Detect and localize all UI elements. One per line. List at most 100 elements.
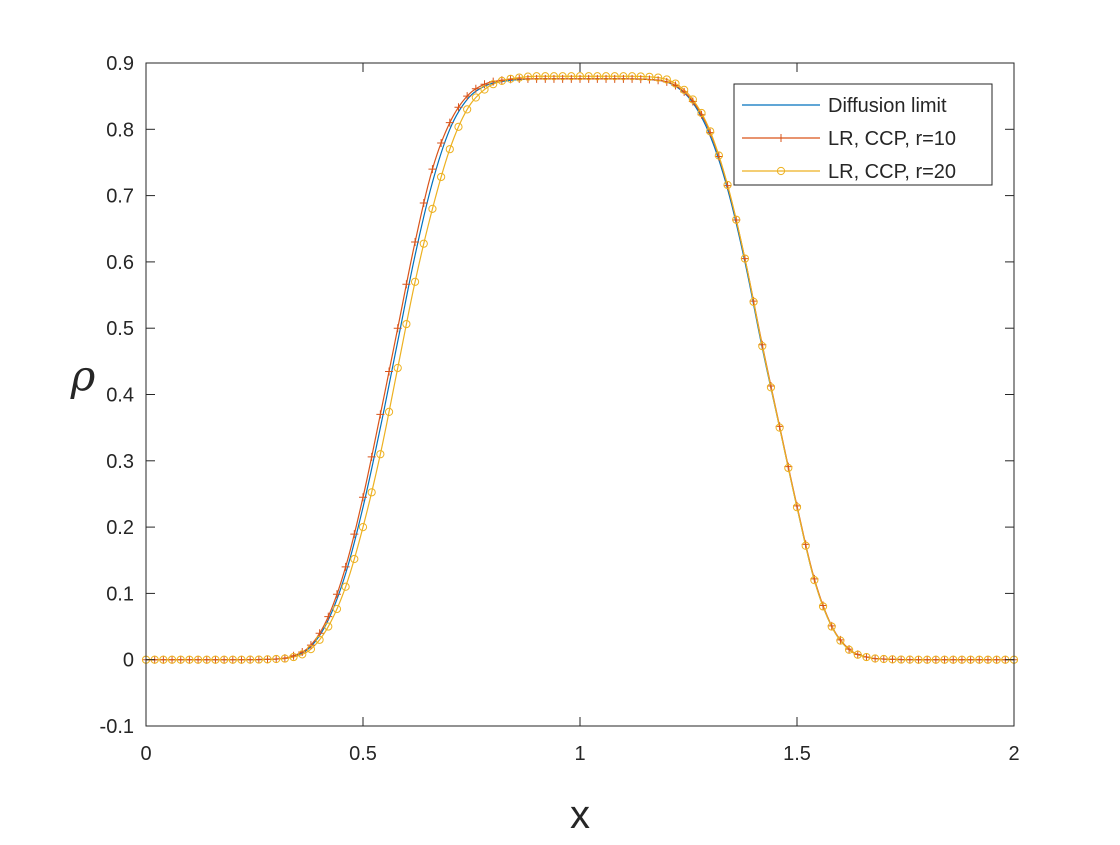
series-markers — [141, 72, 1019, 664]
series-markers-2 — [141, 72, 1019, 664]
data-point — [332, 604, 342, 614]
data-point — [185, 655, 194, 664]
data-point — [706, 127, 715, 136]
x-tick-label: 0.5 — [349, 743, 377, 765]
data-point — [220, 655, 229, 664]
data-point — [341, 582, 350, 591]
data-point — [367, 452, 376, 461]
legend-item: Diffusion limit — [742, 95, 947, 117]
data-point — [202, 655, 211, 664]
y-tick-label: 0.5 — [106, 318, 134, 340]
data-point — [975, 655, 984, 664]
data-point — [194, 655, 203, 664]
data-point — [280, 654, 289, 663]
data-point — [931, 655, 940, 664]
data-point — [350, 554, 359, 564]
y-tick-label: 0 — [123, 650, 134, 672]
data-point — [228, 655, 237, 664]
data-point — [159, 655, 168, 664]
data-point — [246, 655, 255, 664]
data-point — [410, 277, 420, 286]
data-point — [810, 576, 819, 585]
data-point — [714, 151, 723, 160]
data-point — [975, 655, 984, 664]
data-point — [280, 654, 289, 663]
data-point — [419, 199, 428, 208]
data-point — [246, 655, 255, 664]
data-point — [324, 622, 333, 631]
data-point — [393, 363, 402, 373]
data-point — [862, 652, 871, 662]
data-point — [636, 72, 645, 81]
data-point — [775, 423, 784, 432]
data-point — [159, 655, 168, 664]
data-point — [532, 72, 541, 81]
data-point — [853, 650, 862, 659]
data-point — [593, 72, 602, 81]
data-point — [176, 655, 185, 664]
data-point — [289, 652, 298, 662]
data-point — [237, 655, 246, 664]
y-tick-label: -0.1 — [100, 716, 134, 738]
data-point — [914, 655, 923, 664]
x-tick-label: 1.5 — [783, 743, 811, 765]
y-tick-label: 0.2 — [106, 517, 134, 539]
data-point — [497, 76, 506, 86]
data-point — [463, 105, 472, 114]
data-point — [167, 655, 177, 664]
data-point — [871, 654, 880, 663]
data-point — [445, 118, 454, 127]
data-point — [393, 324, 402, 333]
data-point — [949, 655, 958, 664]
data-point — [923, 655, 932, 664]
data-point — [844, 645, 854, 654]
y-tick-label: 0.1 — [106, 583, 134, 605]
y-tick-label: 0.8 — [106, 119, 134, 141]
data-point — [610, 72, 619, 81]
data-point — [193, 655, 203, 664]
data-point — [445, 145, 454, 154]
data-point — [202, 655, 211, 664]
data-point — [298, 650, 307, 659]
data-point — [931, 655, 940, 664]
data-point — [176, 655, 185, 664]
data-point — [888, 655, 897, 664]
data-point — [801, 541, 810, 550]
data-point — [350, 530, 359, 539]
data-point — [168, 655, 177, 664]
data-point — [254, 655, 263, 664]
data-point — [480, 80, 489, 89]
data-point — [740, 254, 749, 263]
data-point — [359, 493, 367, 502]
data-point — [411, 238, 420, 247]
x-tick-label: 1 — [574, 743, 585, 765]
data-point — [324, 612, 333, 621]
data-point — [992, 655, 1001, 664]
data-point — [332, 590, 341, 599]
data-point — [723, 180, 732, 190]
data-point — [697, 110, 706, 119]
data-point — [341, 562, 350, 571]
data-point — [853, 650, 862, 659]
data-point — [992, 655, 1001, 664]
data-point — [827, 622, 836, 631]
data-point — [784, 463, 793, 473]
y-tick-label: 0.7 — [106, 186, 134, 208]
data-point — [489, 80, 498, 89]
y-tick-label: 0.4 — [106, 385, 134, 407]
data-point — [818, 602, 828, 611]
data-point — [254, 655, 263, 664]
data-point — [211, 655, 220, 664]
data-point — [220, 655, 229, 664]
legend: Diffusion limit LR, CCP, r=10 LR, CCP, r=2… — [733, 83, 993, 186]
data-point — [523, 72, 533, 81]
data-point — [740, 254, 750, 263]
data-point — [879, 655, 888, 664]
data-point — [871, 654, 880, 663]
data-point — [905, 655, 914, 664]
data-point — [662, 75, 671, 84]
legend-label: LR, CCP, r=10 — [828, 128, 956, 150]
data-point — [228, 655, 237, 664]
